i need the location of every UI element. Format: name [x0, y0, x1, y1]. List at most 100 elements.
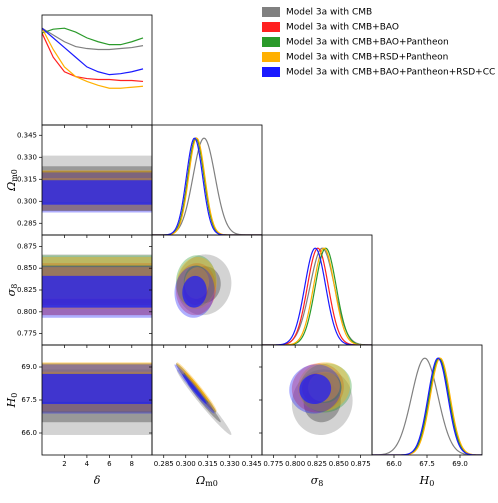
x-tick-label: 67.5: [419, 460, 435, 468]
contour-2d: [184, 371, 209, 402]
x-tick-label: 0.330: [220, 460, 240, 468]
delta-posterior: [42, 32, 144, 83]
posterior-1d: [372, 357, 482, 455]
panel: [372, 357, 482, 455]
y-tick-label: 0.875: [17, 242, 37, 250]
legend-label: Model 3a with CMB+BAO+Pantheon+RSD+CC: [286, 68, 495, 78]
axis-symbol: H: [5, 397, 18, 408]
y-tick-label: 0.850: [17, 264, 37, 272]
panel: [174, 254, 232, 318]
axis-symbol: σ: [311, 474, 319, 487]
contour-band: [42, 275, 152, 308]
panel-frame: [261, 234, 373, 346]
legend-swatch: [262, 52, 280, 62]
legend: Model 3a with CMB Model 3a with CMB+BAO Mo…: [262, 7, 495, 78]
axis-label: H0: [419, 474, 435, 488]
y-tick-label: 0.345: [17, 131, 37, 139]
contour-2d: [182, 373, 207, 405]
legend-label: Model 3a with CMB+BAO: [286, 23, 399, 33]
y-tick-label: 67.5: [21, 396, 37, 404]
posterior-1d: [152, 137, 262, 235]
x-tick-label: 0.315: [198, 460, 218, 468]
axis-label: Ωm0: [5, 169, 19, 192]
x-tick-label: 0.825: [307, 460, 327, 468]
axis-symbol: δ: [94, 474, 101, 487]
y-tick-label: 0.315: [17, 175, 37, 183]
contour-band: [42, 180, 152, 205]
axis-symbol: H: [419, 474, 430, 487]
posterior-1d: [152, 137, 262, 235]
axis-symbol: Ω: [195, 474, 205, 487]
axis-subscript: m0: [10, 169, 19, 182]
y-tick-label: 0.300: [17, 197, 37, 205]
contour-2d: [182, 275, 207, 308]
y-tick-label: 0.330: [17, 153, 37, 161]
legend-swatch: [262, 7, 280, 17]
x-tick-label: 0.285: [154, 460, 174, 468]
posterior-1d: [262, 247, 372, 345]
axis-label: Ωm0: [195, 474, 218, 488]
axis-symbol: Ω: [5, 182, 18, 192]
x-tick-label: 0.345: [242, 460, 262, 468]
legend-label: Model 3a with CMB+RSD+Pantheon: [286, 53, 448, 63]
panel: [42, 254, 152, 318]
posterior-1d: [152, 137, 262, 235]
panel: [42, 27, 144, 89]
posterior-1d: [372, 357, 482, 455]
y-tick-label: 0.285: [17, 219, 37, 227]
panel-frame: [41, 14, 153, 126]
x-tick-label: 66.0: [386, 460, 402, 468]
legend-label: Model 3a with CMB+BAO+Pantheon: [286, 38, 449, 48]
posterior-1d: [262, 247, 372, 345]
x-tick-label: 69.0: [452, 460, 468, 468]
y-tick-label: 66.0: [21, 429, 37, 437]
panel: [152, 137, 262, 235]
x-tick-label: 8: [130, 460, 134, 468]
axis-subscript: 0: [10, 393, 19, 398]
axis-label: σ8: [311, 474, 324, 488]
posterior-1d: [262, 247, 372, 345]
delta-posterior: [42, 27, 144, 51]
contour-band: [42, 373, 152, 405]
x-tick-label: 0.850: [329, 460, 349, 468]
y-tick-label: 69.0: [21, 363, 37, 371]
legend-swatch: [262, 22, 280, 32]
posterior-1d: [152, 137, 262, 235]
posterior-1d: [262, 247, 372, 345]
axis-label: H0: [5, 393, 19, 409]
posterior-1d: [262, 247, 372, 345]
axis-subscript: 8: [318, 479, 323, 488]
panel: [42, 362, 152, 435]
x-tick-label: 0.775: [263, 460, 283, 468]
panel: [289, 362, 353, 435]
axis-label: δ: [94, 474, 101, 487]
posterior-1d: [372, 357, 482, 455]
plots: [42, 27, 482, 455]
panel: [42, 155, 152, 213]
axis-label: σ8: [5, 284, 19, 297]
x-tick-label: 0.300: [176, 460, 196, 468]
legend-label: Model 3a with CMB: [286, 8, 372, 18]
legend-swatch: [262, 67, 280, 77]
x-tick-label: 0.875: [351, 460, 371, 468]
contour-2d: [299, 373, 332, 405]
x-tick-label: 4: [85, 460, 90, 468]
axis-subscript: m0: [205, 479, 218, 488]
delta-posterior: [42, 27, 144, 76]
panel: [262, 247, 372, 345]
posterior-1d: [152, 137, 262, 235]
axis-symbol: σ: [5, 288, 18, 296]
delta-posterior: [42, 27, 144, 89]
axis-subscript: 0: [429, 479, 434, 488]
axis-subscript: 8: [10, 284, 19, 289]
x-tick-label: 0.800: [285, 460, 305, 468]
frames: 0.2850.3000.3150.3300.3450.7750.8000.825…: [5, 7, 495, 488]
legend-swatch: [262, 37, 280, 47]
posterior-1d: [372, 357, 482, 455]
x-tick-label: 2: [62, 460, 66, 468]
delta-posterior: [42, 27, 144, 46]
y-tick-label: 0.800: [17, 308, 37, 316]
y-tick-label: 0.775: [17, 330, 37, 338]
x-tick-label: 6: [107, 460, 112, 468]
